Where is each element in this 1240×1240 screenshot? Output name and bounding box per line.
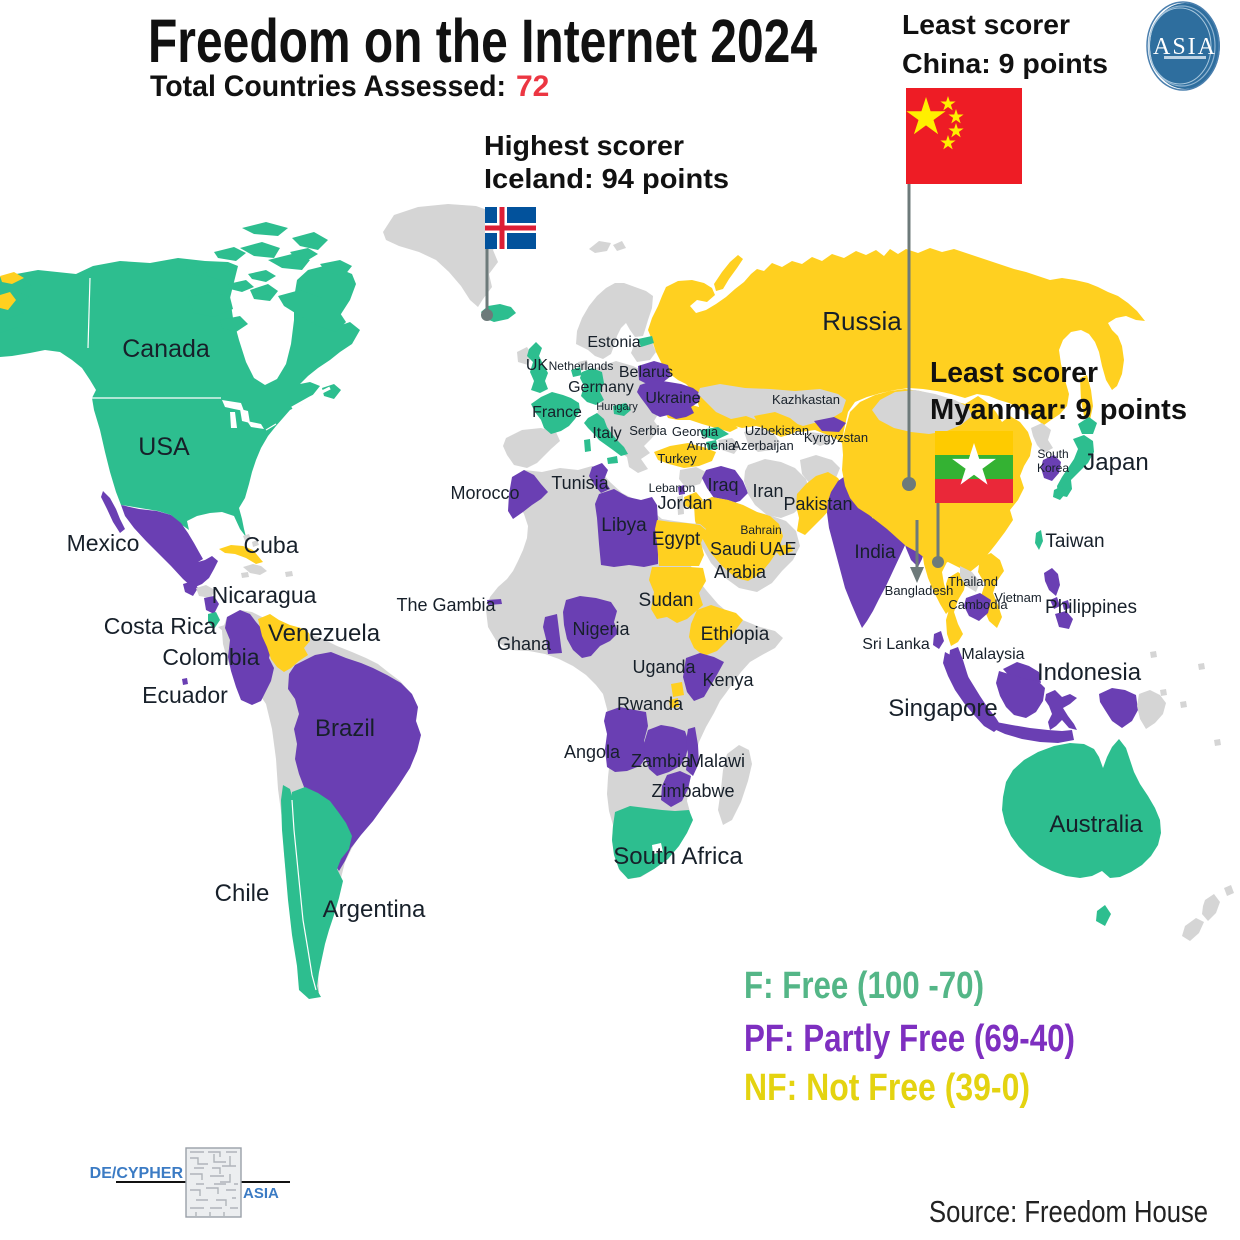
svg-text:PF: Partly Free (69-40): PF: Partly Free (69-40) — [744, 1018, 1075, 1060]
svg-text:Lebanon: Lebanon — [649, 481, 696, 495]
svg-text:Iraq: Iraq — [707, 475, 738, 495]
svg-text:Indonesia: Indonesia — [1037, 659, 1142, 686]
svg-text:Nicaragua: Nicaragua — [212, 582, 317, 608]
svg-text:Uzbekistan: Uzbekistan — [745, 423, 809, 438]
svg-text:Sudan: Sudan — [639, 590, 694, 611]
svg-text:Germany: Germany — [568, 379, 634, 396]
svg-text:Highest scorer: Highest scorer — [484, 130, 684, 161]
svg-text:Russia: Russia — [822, 306, 902, 336]
svg-text:Vietnam: Vietnam — [994, 590, 1041, 605]
svg-text:Chile: Chile — [215, 880, 270, 907]
svg-text:Cuba: Cuba — [244, 532, 299, 558]
svg-text:Thailand: Thailand — [948, 574, 998, 589]
svg-text:USA: USA — [138, 433, 190, 461]
svg-text:Rwanda: Rwanda — [617, 694, 684, 714]
svg-text:South Africa: South Africa — [613, 843, 743, 870]
svg-text:Uganda: Uganda — [632, 657, 696, 677]
svg-text:Least scorer: Least scorer — [902, 9, 1070, 40]
svg-text:Italy: Italy — [592, 425, 621, 442]
svg-text:Zambia: Zambia — [631, 751, 692, 771]
svg-text:Azerbaijan: Azerbaijan — [732, 438, 793, 453]
svg-text:Least scorer: Least scorer — [930, 357, 1098, 389]
svg-text:Colombia: Colombia — [162, 644, 259, 670]
svg-text:Jordan: Jordan — [657, 493, 712, 513]
svg-text:Kyrgyzstan: Kyrgyzstan — [804, 430, 868, 445]
svg-text:Estonia: Estonia — [587, 334, 640, 351]
svg-text:NF: Not Free (39-0): NF: Not Free (39-0) — [744, 1067, 1030, 1109]
svg-text:ASIA: ASIA — [243, 1185, 279, 1202]
svg-text:UK: UK — [526, 357, 549, 374]
svg-text:F: Free (100 -70): F: Free (100 -70) — [744, 965, 984, 1007]
svg-text:Brazil: Brazil — [315, 715, 375, 742]
svg-text:Freedom on the Internet 2024: Freedom on the Internet 2024 — [148, 7, 817, 75]
svg-text:Georgia: Georgia — [672, 424, 719, 439]
svg-text:Japan: Japan — [1083, 449, 1148, 476]
svg-text:The Gambia: The Gambia — [396, 595, 496, 615]
svg-text:Australia: Australia — [1049, 811, 1143, 838]
svg-text:Korea: Korea — [1037, 461, 1069, 475]
svg-text:Ethiopia: Ethiopia — [701, 624, 770, 645]
svg-text:Kenya: Kenya — [702, 670, 754, 690]
svg-text:Total Countries Assessed:: Total Countries Assessed: — [150, 70, 506, 103]
svg-text:India: India — [854, 542, 896, 563]
svg-text:ASIA: ASIA — [1153, 34, 1217, 60]
svg-text:Saudi: Saudi — [710, 539, 756, 559]
svg-text:Ukraine: Ukraine — [645, 390, 700, 407]
svg-text:DE/CYPHER: DE/CYPHER — [90, 1165, 184, 1182]
svg-text:Sri Lanka: Sri Lanka — [862, 636, 930, 653]
svg-text:Zimbabwe: Zimbabwe — [651, 781, 734, 801]
svg-text:Pakistan: Pakistan — [783, 494, 852, 514]
svg-text:Cambodia: Cambodia — [948, 597, 1008, 612]
svg-text:Belarus: Belarus — [619, 364, 673, 381]
svg-text:Ghana: Ghana — [497, 634, 552, 654]
svg-text:Hungary: Hungary — [596, 401, 638, 413]
svg-text:Costa Rica: Costa Rica — [104, 613, 217, 639]
svg-text:Malawi: Malawi — [689, 751, 745, 771]
svg-text:Bahrain: Bahrain — [740, 523, 781, 537]
svg-text:Angola: Angola — [564, 742, 621, 762]
svg-text:Egypt: Egypt — [652, 529, 701, 550]
svg-text:Myanmar: 9 points: Myanmar: 9 points — [930, 394, 1187, 426]
svg-text:Morocco: Morocco — [450, 483, 519, 503]
svg-text:China: 9 points: China: 9 points — [902, 48, 1108, 79]
svg-text:Ecuador: Ecuador — [142, 682, 228, 708]
svg-text:France: France — [532, 404, 582, 421]
svg-text:Tunisia: Tunisia — [551, 473, 609, 493]
svg-text:South: South — [1037, 447, 1068, 461]
svg-text:Netherlands: Netherlands — [549, 359, 614, 373]
svg-text:Libya: Libya — [601, 515, 647, 536]
svg-text:Philippines: Philippines — [1045, 597, 1137, 618]
svg-text:Mexico: Mexico — [67, 530, 140, 556]
svg-text:Taiwan: Taiwan — [1045, 531, 1104, 552]
svg-text:Canada: Canada — [122, 335, 210, 363]
svg-text:Source: Freedom House: Source: Freedom House — [929, 1194, 1208, 1229]
svg-text:Singapore: Singapore — [888, 695, 997, 722]
svg-text:Serbia: Serbia — [629, 423, 667, 438]
svg-text:Arabia: Arabia — [714, 562, 767, 582]
svg-text:Armenia: Armenia — [687, 438, 736, 453]
svg-text:Iceland: 94 points: Iceland: 94 points — [484, 163, 729, 194]
svg-text:Bangladesh: Bangladesh — [885, 583, 954, 598]
svg-text:UAE: UAE — [759, 539, 796, 559]
svg-text:Kazhkastan: Kazhkastan — [772, 392, 840, 407]
svg-text:72: 72 — [516, 70, 549, 103]
svg-text:Turkey: Turkey — [657, 451, 697, 466]
svg-text:Iran: Iran — [752, 481, 783, 501]
svg-text:Nigeria: Nigeria — [572, 619, 630, 639]
svg-text:Venezuela: Venezuela — [268, 620, 381, 647]
svg-text:Argentina: Argentina — [323, 896, 426, 923]
svg-text:Malaysia: Malaysia — [961, 646, 1024, 663]
